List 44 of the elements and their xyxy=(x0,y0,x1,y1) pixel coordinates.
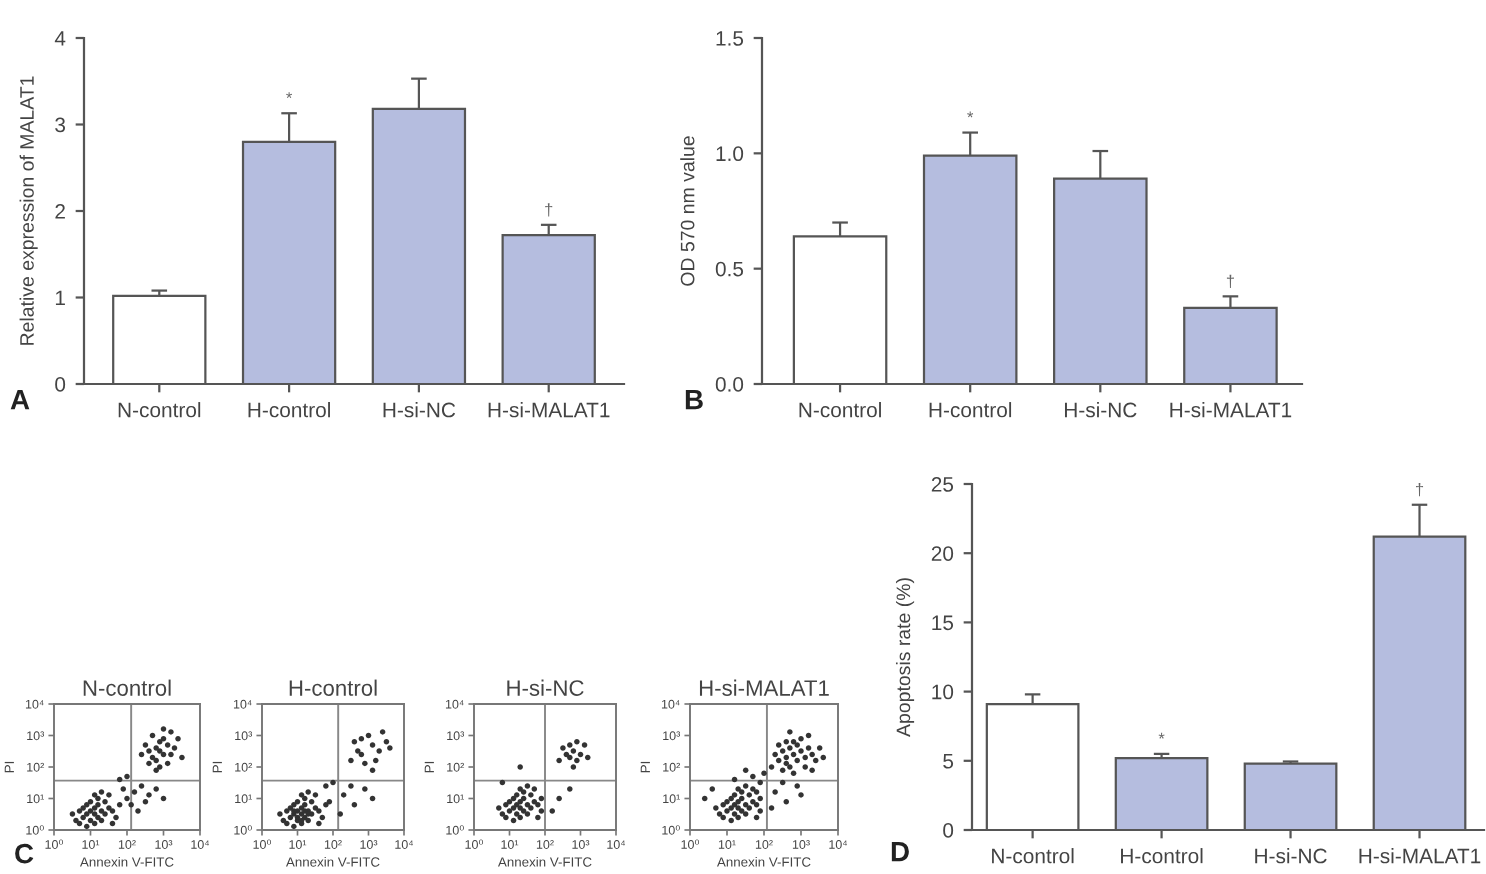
y-tick-label: 25 xyxy=(931,477,954,492)
y-tick-label: 1 xyxy=(55,290,65,306)
y-axis-title: Relative expression of MALAT1 xyxy=(19,76,38,345)
y-axis-title: OD 570 nm value xyxy=(680,136,695,286)
text: C xyxy=(15,843,34,864)
y-tick-label: 1.0 xyxy=(716,146,744,162)
y-tick-label: 15 xyxy=(932,615,954,631)
annotation: † xyxy=(1416,483,1424,497)
text: B xyxy=(685,390,703,410)
annotation: * xyxy=(1158,732,1165,739)
y-tick-label: 3 xyxy=(55,117,66,133)
y-tick-label: 20 xyxy=(931,546,954,561)
y-tick-label: 5 xyxy=(943,754,954,769)
chart-title: H-si-NC xyxy=(507,679,584,696)
x-tick-label: N-control xyxy=(799,402,881,418)
y-tick-label: 2 xyxy=(55,204,65,219)
y-axis-title: Apoptosis rate (%) xyxy=(895,578,915,737)
x-tick-label: H-si-NC xyxy=(383,402,456,418)
x-tick-label: N-control xyxy=(118,402,201,418)
y-tick-label: 1.5 xyxy=(716,31,744,46)
annotation: † xyxy=(1226,274,1234,288)
annotation: † xyxy=(545,203,553,217)
x-tick-label: N-control xyxy=(992,848,1074,864)
y-tick-label: 0.5 xyxy=(715,261,744,277)
x-tick-label: H-control xyxy=(1121,848,1203,864)
y-tick-label: 4 xyxy=(54,31,66,46)
text: A xyxy=(10,390,30,410)
chart-title: H-control xyxy=(289,679,377,696)
y-tick-label: 0 xyxy=(943,823,954,838)
y-tick-label: 0 xyxy=(55,377,66,392)
x-tick-label: H-si-NC xyxy=(1064,402,1137,418)
y-tick-label: 10 xyxy=(932,684,954,700)
x-tick-label: H-si-MALAT1 xyxy=(488,402,610,418)
y-tick-label: 0.0 xyxy=(715,377,744,392)
chart-title: N-control xyxy=(83,679,171,696)
x-tick-label: H-si-MALAT1 xyxy=(1359,848,1481,864)
x-tick-label: H-control xyxy=(248,402,330,418)
x-tick-label: H-si-NC xyxy=(1255,848,1327,864)
annotation: * xyxy=(286,92,293,99)
x-tick-label: H-si-MALAT1 xyxy=(1170,402,1292,418)
text: D xyxy=(891,842,909,862)
x-tick-label: H-control xyxy=(929,402,1012,418)
chart-title: H-si-MALAT1 xyxy=(699,679,829,696)
annotation: * xyxy=(967,111,974,118)
